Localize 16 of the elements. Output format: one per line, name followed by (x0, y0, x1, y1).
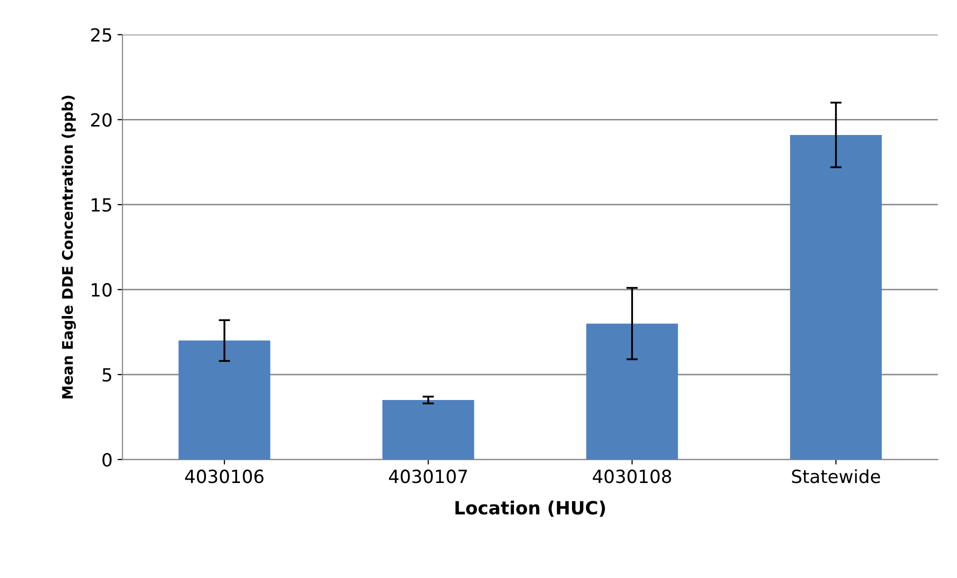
bar (382, 400, 474, 460)
y-tick-label: 25 (91, 28, 112, 42)
x-tick-label: 4030106 (185, 470, 264, 484)
x-tick-label: 4030108 (592, 470, 672, 484)
y-tick-label: 15 (92, 198, 112, 212)
x-axis-title: Location (HUC) (455, 500, 605, 517)
y-tick-label: 10 (92, 283, 112, 297)
bar (178, 340, 270, 460)
x-tick-label: Statewide (792, 469, 880, 484)
y-tick-label: 5 (102, 368, 112, 382)
y-axis-title: Mean Eagle DDE Concentration (ppb) (62, 96, 76, 398)
bar (586, 324, 678, 460)
x-tick-label: 4030107 (388, 470, 467, 484)
y-tick-label: 20 (91, 113, 112, 127)
y-tick-label: 0 (102, 452, 112, 467)
bar (790, 134, 882, 460)
